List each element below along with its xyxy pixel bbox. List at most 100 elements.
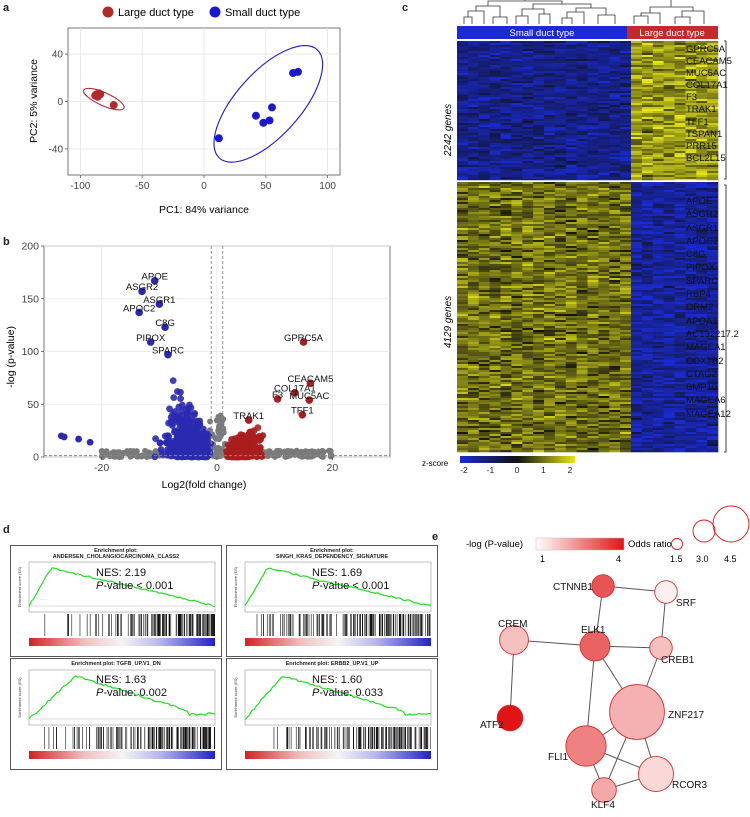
heatmap-cell (489, 179, 501, 182)
heatmap-cell (674, 43, 686, 46)
heatmap-cell (544, 75, 556, 78)
labelled-point (135, 308, 143, 317)
heatmap-cell (500, 81, 512, 84)
heatmap-cell (652, 167, 664, 170)
heatmap-cell (544, 224, 556, 227)
heatmap-cell (696, 171, 708, 174)
heatmap-cell (641, 252, 654, 255)
heatmap-cell (707, 117, 719, 120)
heatmap-cell (674, 300, 686, 303)
heatmap-cell (533, 280, 545, 283)
heatmap-cell (554, 274, 567, 277)
heatmap-cell (696, 97, 708, 100)
heatmap-cell (587, 214, 599, 217)
heatmap-cell (663, 330, 675, 333)
heatmap-cell (631, 192, 643, 195)
heatmap-cell (696, 290, 708, 293)
heatmap-cell (641, 97, 654, 100)
heatmap-cell (674, 67, 686, 70)
heatmap-cell (500, 222, 512, 225)
heatmap-cell (652, 332, 664, 335)
heatmap-cell (598, 294, 610, 297)
dendrogram-branch (681, 10, 705, 24)
heatmap-cell (620, 194, 632, 197)
heatmap-cell (620, 153, 632, 156)
heatmap-cell (489, 338, 501, 341)
heatmap-cell (587, 312, 599, 315)
heatmap-cell (641, 139, 654, 142)
heatmap-cell (663, 161, 675, 164)
volcano-xlabel: Log2(fold change) (162, 479, 247, 491)
heatmap-cell (641, 190, 654, 193)
large-duct-point (109, 101, 118, 110)
heatmap-cell (554, 115, 567, 118)
heatmap-cell (467, 332, 480, 335)
heatmap-cell (685, 266, 697, 269)
heatmap-cell (544, 73, 556, 76)
heatmap-cell (457, 125, 469, 128)
heatmap-cell (598, 167, 610, 170)
heatmap-cell (511, 145, 523, 148)
heatmap-cell (544, 61, 556, 64)
heatmap-cell (554, 240, 567, 243)
heatmap-cell (696, 234, 708, 237)
heatmap-cell (674, 310, 686, 313)
heatmap-cell (467, 159, 480, 162)
heatmap-cell (565, 260, 577, 263)
heatmap-cell (511, 101, 523, 104)
heatmap-cell (457, 123, 469, 126)
heatmap-cell (467, 228, 480, 231)
heatmap-cell (641, 320, 654, 323)
heatmap-cell (489, 284, 501, 287)
heatmap-cell (631, 212, 643, 215)
heatmap-cell (587, 254, 599, 257)
heatmap-cell (598, 89, 610, 92)
heatmap-cell (511, 127, 523, 130)
heatmap-cell (598, 175, 610, 178)
heatmap-cell (674, 145, 686, 148)
heatmap-cell (467, 113, 480, 116)
heatmap-cell (576, 324, 588, 327)
panel-letter-c: c (402, 2, 409, 14)
heatmap-cell (598, 268, 610, 271)
heatmap-cell (500, 87, 512, 90)
heatmap-cell (467, 133, 480, 136)
heatmap-cell (696, 206, 708, 209)
heatmap-cell (500, 336, 512, 339)
heatmap-cell (696, 230, 708, 233)
heatmap-cell (707, 55, 719, 58)
heatmap-cell (565, 137, 577, 140)
heatmap-cell (533, 57, 545, 60)
heatmap-cell (565, 67, 577, 70)
heatmap-cell (631, 230, 643, 233)
heatmap-cell (489, 272, 501, 275)
heatmap-cell (533, 264, 545, 267)
heatmap-cell (533, 95, 545, 98)
heatmap-cell (500, 324, 512, 327)
heatmap-cell (620, 99, 632, 102)
heatmap-cell (707, 179, 719, 182)
heatmap-cell (631, 226, 643, 229)
heatmap-cell (478, 127, 490, 130)
heatmap-cell (696, 226, 708, 229)
heatmap-cell (707, 310, 719, 313)
heatmap-cell (544, 234, 556, 237)
heatmap-cell (652, 340, 664, 343)
heatmap-cell (533, 169, 545, 172)
heatmap-cell (533, 127, 545, 130)
heatmap-cell (631, 119, 643, 122)
heatmap-cell (598, 328, 610, 331)
heatmap-cell (533, 184, 545, 187)
heatmap-cell (641, 312, 654, 315)
heatmap-cell (533, 91, 545, 94)
heatmap-cell (554, 312, 567, 315)
heatmap-cell (652, 83, 664, 86)
heatmap-cell (554, 342, 567, 345)
heatmap-cell (696, 276, 708, 279)
heatmap-cell (565, 69, 577, 72)
heatmap-cell (478, 75, 490, 78)
heatmap-cell (696, 95, 708, 98)
heatmap-cell (652, 99, 664, 102)
heatmap-cell (663, 224, 675, 227)
heatmap-cell (620, 266, 632, 269)
